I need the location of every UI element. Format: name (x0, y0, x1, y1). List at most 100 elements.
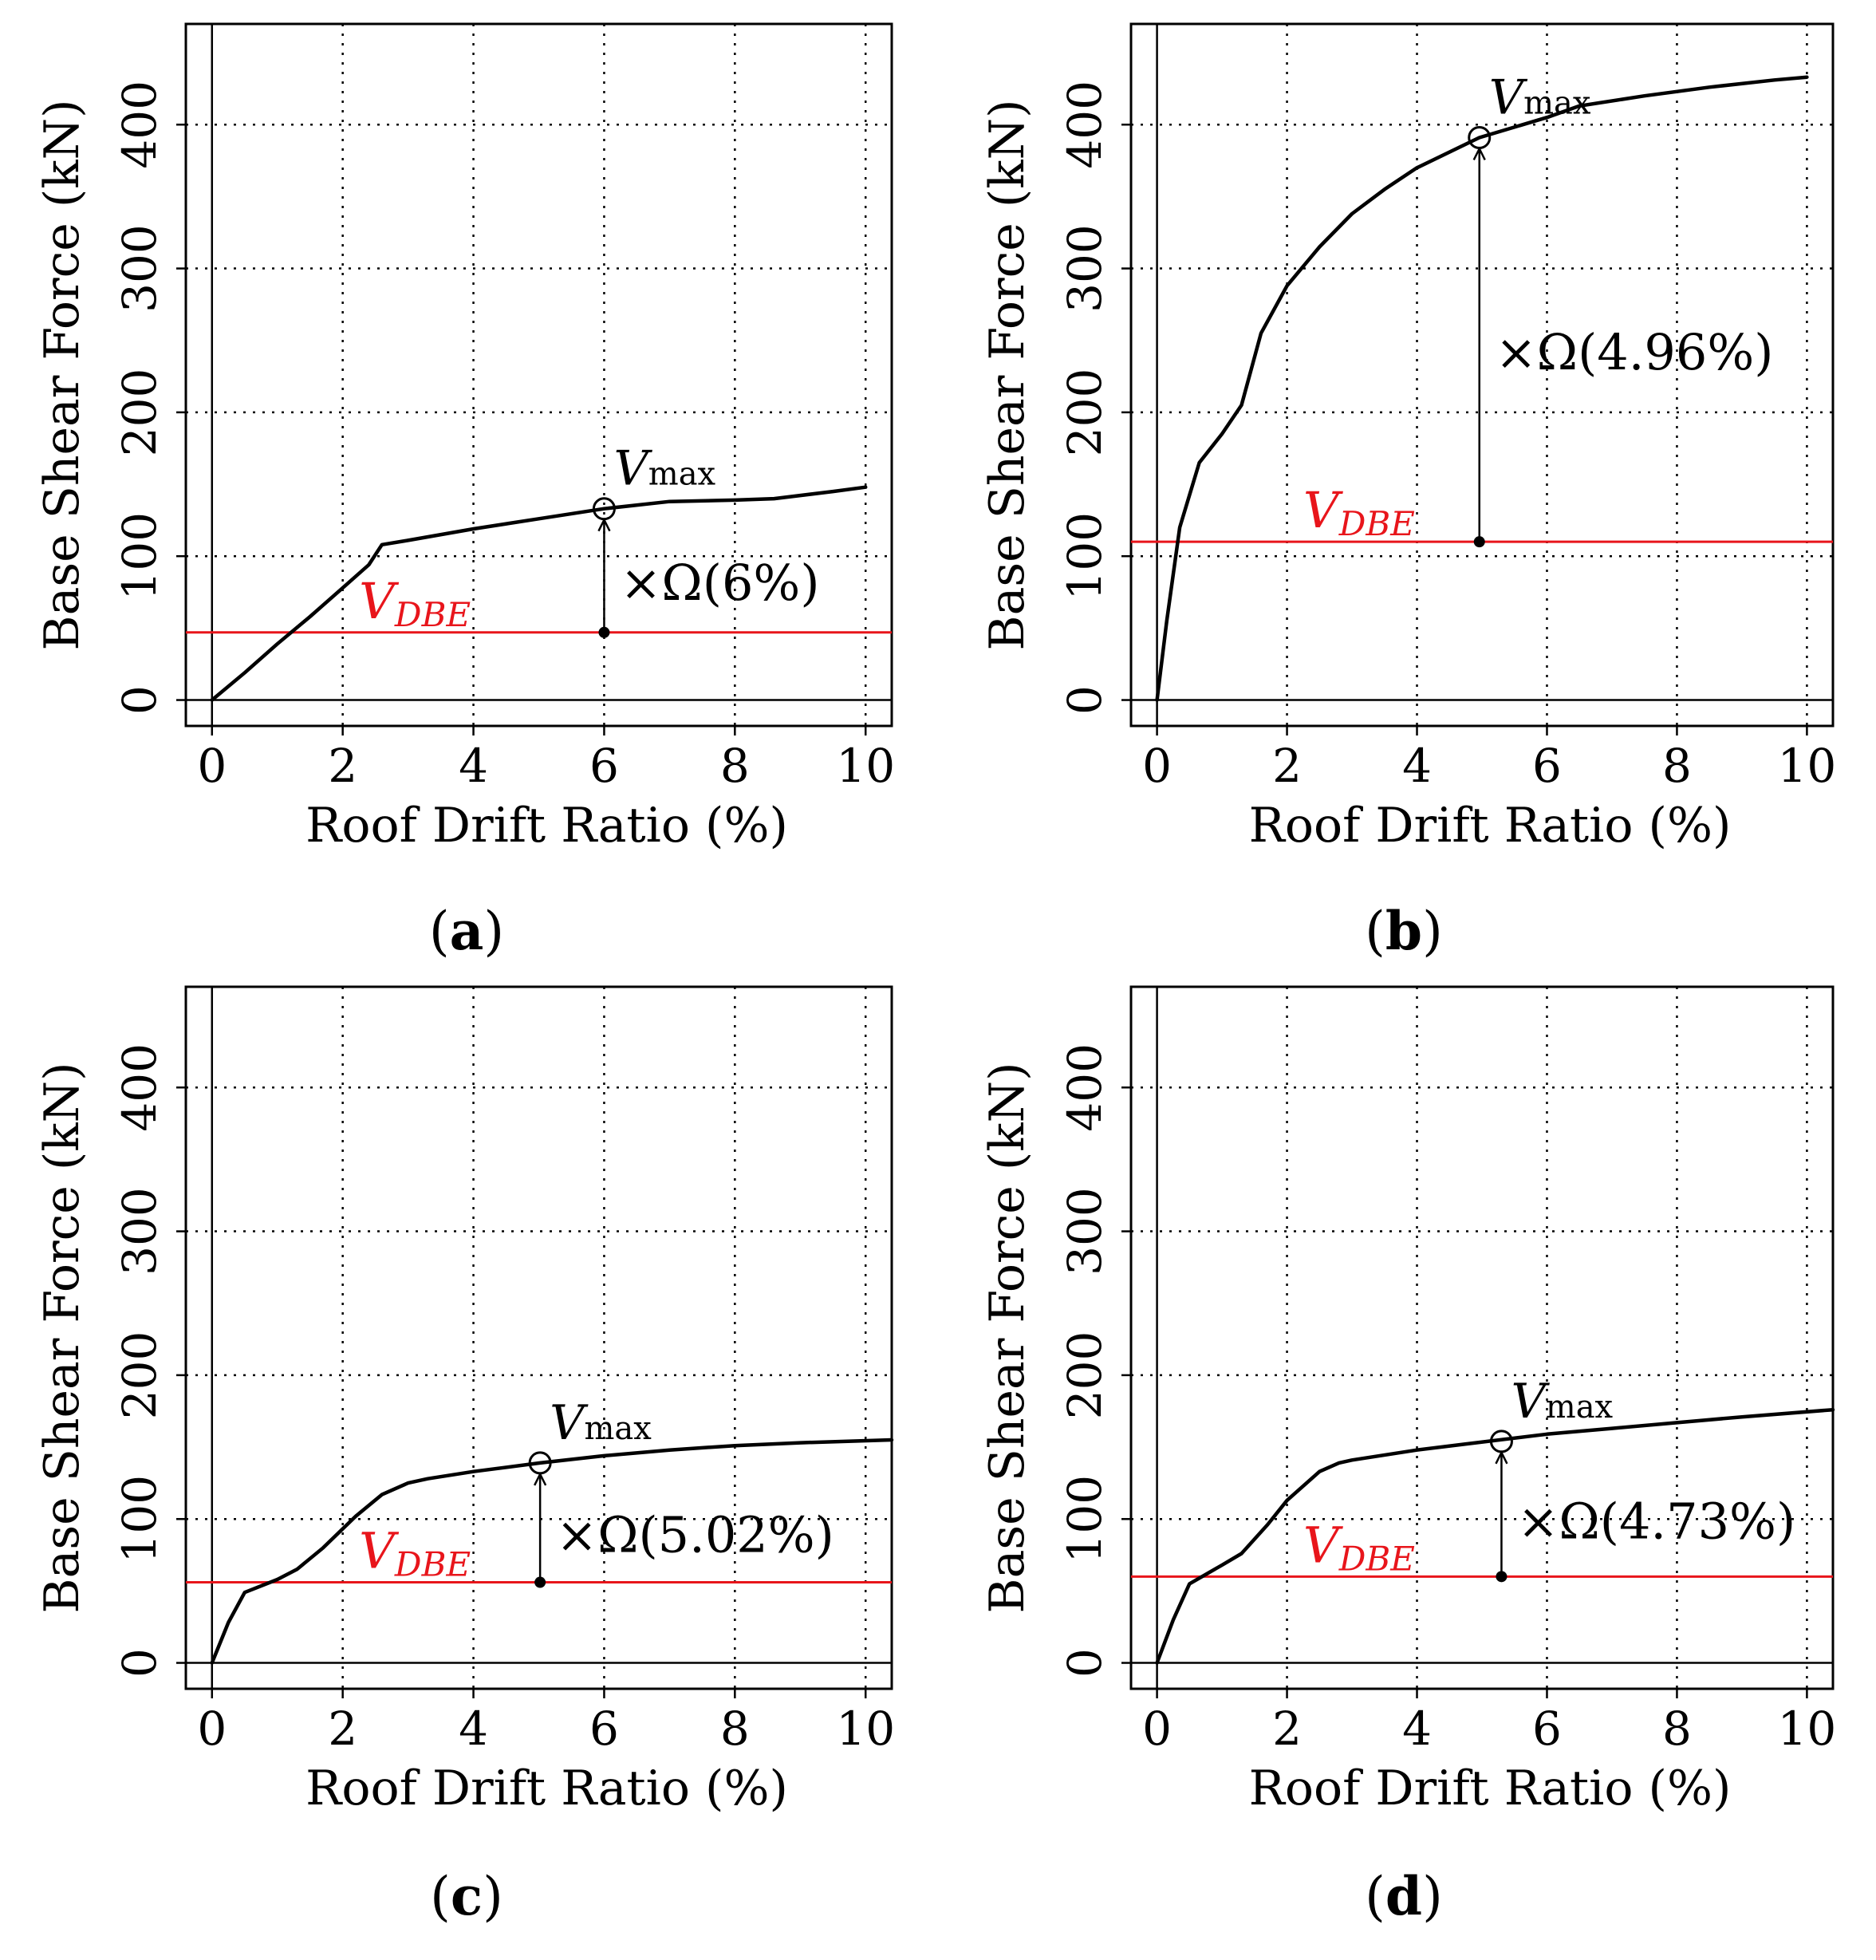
y-tick-label: 400 (112, 81, 167, 169)
vmax-label-sub: max (648, 456, 716, 493)
vmax-label: Vmax (1489, 69, 1591, 125)
omega-label: ×Ω(6%) (620, 554, 819, 612)
pushover-curve (1155, 75, 1809, 702)
vdbe-label-main: V (359, 1522, 400, 1580)
x-tick-label: 6 (1532, 1702, 1562, 1756)
y-axis-title: Base Shear Force (kN) (979, 1062, 1035, 1613)
caption-letter: d (1385, 1865, 1422, 1927)
caption-letter: c (451, 1865, 483, 1927)
x-tick-label: 2 (328, 739, 357, 793)
caption-open-paren: ( (429, 901, 450, 962)
caption-close-paren: ) (1422, 901, 1443, 962)
omega-label: ×Ω(4.73%) (1517, 1493, 1795, 1551)
pushover-curve (210, 485, 868, 702)
vdbe-point (598, 626, 610, 638)
omega-label: ×Ω(5.02%) (556, 1506, 834, 1564)
vdbe-point (1496, 1571, 1508, 1583)
y-tick-label: 200 (1058, 369, 1112, 457)
vdbe-label-sub: DBE (394, 1545, 471, 1584)
pushover-curve (1155, 1407, 1835, 1665)
pushover-curve (210, 1437, 894, 1665)
caption-open-paren: ( (430, 1866, 451, 1927)
y-axis-title: Base Shear Force (kN) (34, 99, 90, 650)
x-tick-label: 4 (459, 739, 488, 793)
vmax-marker (1468, 125, 1492, 149)
plot-frame (1129, 22, 1835, 728)
plot-frame (184, 985, 893, 1690)
x-tick-label: 8 (720, 739, 750, 793)
y-axis-title: Base Shear Force (kN) (979, 99, 1035, 650)
y-tick-label: 200 (1058, 1331, 1112, 1420)
vmax-label: Vmax (550, 1395, 652, 1451)
caption-open-paren: ( (1365, 1866, 1385, 1927)
y-tick-label: 0 (112, 685, 167, 715)
x-tick-label: 2 (328, 1702, 357, 1756)
y-tick-label: 0 (1058, 685, 1112, 715)
x-tick-label: 6 (589, 739, 619, 793)
y-tick-label: 100 (1058, 1475, 1112, 1564)
plot-frame (184, 22, 893, 728)
vdbe-label-main: V (1303, 481, 1344, 539)
caption-close-paren: ) (1422, 1866, 1443, 1927)
vdbe-label: VDBE (359, 572, 471, 634)
panel-caption: (a) (429, 900, 504, 962)
vdbe-point (534, 1576, 546, 1588)
x-tick-label: 0 (1142, 739, 1172, 793)
vmax-label-main: V (1489, 69, 1528, 125)
caption-close-paren: ) (483, 901, 504, 962)
x-tick-label: 8 (720, 1702, 750, 1756)
vdbe-label-main: V (1303, 1516, 1344, 1574)
y-tick-label: 100 (112, 1475, 167, 1564)
y-tick-label: 300 (112, 224, 167, 313)
x-tick-label: 2 (1272, 739, 1302, 793)
vmax-label-main: V (550, 1395, 589, 1451)
x-axis-title: Roof Drift Ratio (%) (1249, 1761, 1732, 1816)
y-tick-label: 400 (112, 1043, 167, 1132)
y-tick-label: 300 (1058, 1187, 1112, 1276)
x-tick-label: 10 (836, 1702, 895, 1756)
y-tick-label: 0 (1058, 1648, 1112, 1678)
panel-caption: (b) (1365, 900, 1443, 962)
x-tick-label: 8 (1662, 739, 1692, 793)
caption-letter: a (450, 900, 484, 962)
x-tick-label: 6 (1532, 739, 1562, 793)
vdbe-label: VDBE (359, 1522, 471, 1584)
x-tick-label: 10 (1778, 1702, 1837, 1756)
vdbe-label-sub: DBE (1338, 1539, 1415, 1578)
y-tick-label: 100 (1058, 512, 1112, 601)
vdbe-label-sub: DBE (394, 595, 471, 634)
y-tick-label: 100 (112, 512, 167, 601)
y-tick-label: 400 (1058, 81, 1112, 169)
y-axis-title: Base Shear Force (kN) (34, 1062, 90, 1613)
y-tick-label: 300 (1058, 224, 1112, 313)
y-tick-label: 400 (1058, 1043, 1112, 1132)
x-tick-label: 2 (1272, 1702, 1302, 1756)
vmax-label-main: V (1511, 1374, 1550, 1430)
vmax-label-sub: max (584, 1410, 652, 1447)
x-axis-title: Roof Drift Ratio (%) (305, 798, 788, 854)
y-tick-label: 200 (112, 369, 167, 457)
y-tick-label: 200 (112, 1331, 167, 1420)
vmax-label: Vmax (1511, 1374, 1613, 1430)
vmax-marker (592, 497, 616, 521)
panel-caption: (c) (430, 1865, 503, 1927)
vdbe-label-sub: DBE (1338, 504, 1415, 543)
x-tick-label: 4 (1402, 739, 1432, 793)
vmax-label: Vmax (613, 441, 715, 497)
vmax-marker (528, 1451, 552, 1475)
caption-close-paren: ) (483, 1866, 503, 1927)
y-tick-label: 0 (112, 1648, 167, 1678)
x-tick-label: 6 (589, 1702, 619, 1756)
caption-open-paren: ( (1365, 901, 1385, 962)
panel-caption: (d) (1365, 1865, 1443, 1927)
vmax-marker (1489, 1430, 1513, 1453)
y-tick-label: 300 (112, 1187, 167, 1276)
vdbe-point (1473, 536, 1485, 548)
x-tick-label: 0 (197, 1702, 227, 1756)
vdbe-label: VDBE (1303, 481, 1415, 543)
